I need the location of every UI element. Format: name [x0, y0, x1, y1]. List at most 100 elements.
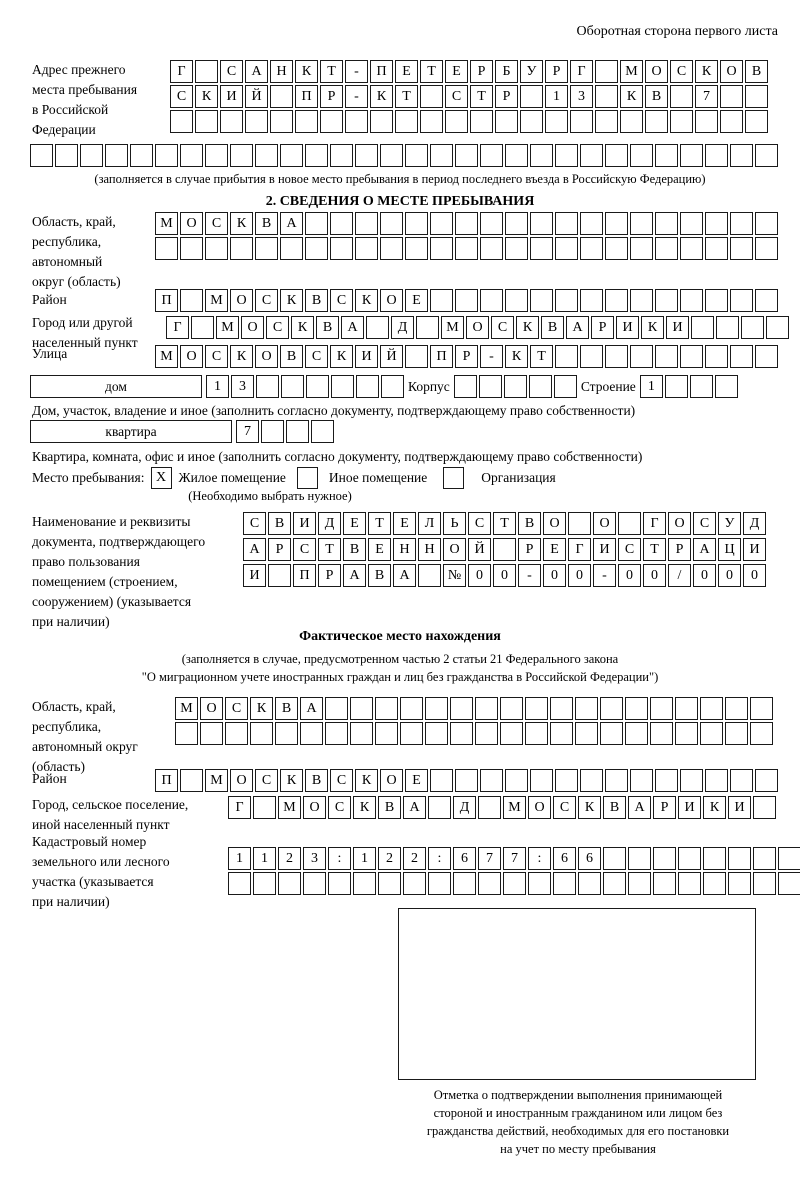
form-cell[interactable] [253, 796, 276, 819]
form-cell[interactable]: Г [228, 796, 251, 819]
form-cell[interactable] [355, 212, 378, 235]
form-cell[interactable] [730, 289, 753, 312]
form-cell[interactable] [664, 375, 688, 398]
form-cell[interactable] [155, 144, 178, 167]
form-cell[interactable] [520, 110, 543, 133]
form-cell[interactable] [455, 212, 478, 235]
form-cell[interactable] [478, 872, 501, 895]
form-cell[interactable]: Г [166, 316, 189, 339]
form-cell[interactable]: Т [320, 60, 343, 83]
form-cell[interactable] [250, 722, 273, 745]
form-cell[interactable]: О [230, 289, 253, 312]
form-cell[interactable]: 2 [378, 847, 401, 870]
form-cell[interactable]: О [180, 212, 203, 235]
form-cell[interactable] [530, 769, 553, 792]
form-cell[interactable] [691, 316, 714, 339]
form-cell[interactable] [278, 872, 301, 895]
form-cell[interactable] [728, 847, 751, 870]
form-cell[interactable]: О [200, 697, 223, 720]
form-cell[interactable] [180, 769, 203, 792]
form-cell[interactable]: 7 [695, 85, 718, 108]
form-cell[interactable] [618, 512, 641, 535]
form-cell[interactable]: О [380, 289, 403, 312]
form-cell[interactable]: 7 [478, 847, 501, 870]
form-cell[interactable] [550, 697, 573, 720]
form-cell[interactable] [753, 796, 776, 819]
form-cell[interactable] [255, 144, 278, 167]
form-cell[interactable]: 1 [206, 375, 229, 398]
form-cell[interactable]: Б [495, 60, 518, 83]
form-cell[interactable]: / [668, 564, 691, 587]
form-cell[interactable]: К [355, 289, 378, 312]
form-cell[interactable]: С [255, 769, 278, 792]
form-cell[interactable] [505, 144, 528, 167]
form-cell[interactable] [750, 697, 773, 720]
form-cell[interactable]: О [720, 60, 743, 83]
form-cell[interactable] [705, 212, 728, 235]
form-cell[interactable] [580, 345, 603, 368]
form-cell[interactable]: С [243, 512, 266, 535]
form-cell[interactable] [345, 110, 368, 133]
form-cell[interactable]: А [693, 538, 716, 561]
form-cell[interactable] [580, 769, 603, 792]
form-cell[interactable]: И [293, 512, 316, 535]
form-cell[interactable]: В [280, 345, 303, 368]
form-cell[interactable]: О [528, 796, 551, 819]
form-cell[interactable] [755, 345, 778, 368]
form-cell[interactable] [220, 110, 243, 133]
form-cell[interactable] [295, 110, 318, 133]
form-cell[interactable] [455, 289, 478, 312]
form-cell[interactable] [205, 237, 228, 260]
form-cell[interactable]: С [328, 796, 351, 819]
form-cell[interactable]: Й [245, 85, 268, 108]
form-cell[interactable] [778, 847, 800, 870]
form-cell[interactable] [453, 872, 476, 895]
form-cell[interactable] [741, 316, 764, 339]
form-cell[interactable] [705, 289, 728, 312]
form-cell[interactable] [653, 847, 676, 870]
form-cell[interactable] [325, 722, 348, 745]
form-cell[interactable] [350, 697, 373, 720]
form-cell[interactable]: Т [530, 345, 553, 368]
form-cell[interactable] [378, 872, 401, 895]
form-cell[interactable] [455, 769, 478, 792]
form-cell[interactable] [716, 316, 739, 339]
form-cell[interactable] [175, 722, 198, 745]
form-cell[interactable] [245, 110, 268, 133]
form-cell[interactable] [281, 375, 304, 398]
form-cell[interactable] [630, 289, 653, 312]
form-cell[interactable] [400, 722, 423, 745]
form-cell[interactable]: С [553, 796, 576, 819]
form-cell[interactable]: С [170, 85, 193, 108]
form-cell[interactable] [675, 722, 698, 745]
form-cell[interactable] [470, 110, 493, 133]
form-cell[interactable] [570, 110, 593, 133]
form-cell[interactable] [625, 697, 648, 720]
form-cell[interactable] [80, 144, 103, 167]
form-cell[interactable] [555, 289, 578, 312]
form-cell[interactable]: К [280, 769, 303, 792]
form-cell[interactable] [689, 375, 713, 398]
form-cell[interactable] [455, 144, 478, 167]
form-cell[interactable]: 3 [570, 85, 593, 108]
form-cell[interactable] [180, 144, 203, 167]
form-cell[interactable] [353, 872, 376, 895]
form-cell[interactable]: Т [493, 512, 516, 535]
form-cell[interactable] [600, 722, 623, 745]
form-cell[interactable] [714, 375, 738, 398]
form-cell[interactable] [300, 722, 323, 745]
form-cell[interactable]: 7 [503, 847, 526, 870]
form-cell[interactable] [253, 872, 276, 895]
form-cell[interactable]: 2 [278, 847, 301, 870]
form-cell[interactable]: Д [318, 512, 341, 535]
form-cell[interactable] [428, 872, 451, 895]
form-cell[interactable] [405, 212, 428, 235]
form-cell[interactable]: В [305, 769, 328, 792]
form-cell[interactable] [605, 237, 628, 260]
form-cell[interactable]: К [295, 60, 318, 83]
form-cell[interactable] [130, 144, 153, 167]
form-cell[interactable]: С [330, 769, 353, 792]
form-cell[interactable] [578, 872, 601, 895]
form-cell[interactable] [628, 847, 651, 870]
form-cell[interactable] [705, 345, 728, 368]
